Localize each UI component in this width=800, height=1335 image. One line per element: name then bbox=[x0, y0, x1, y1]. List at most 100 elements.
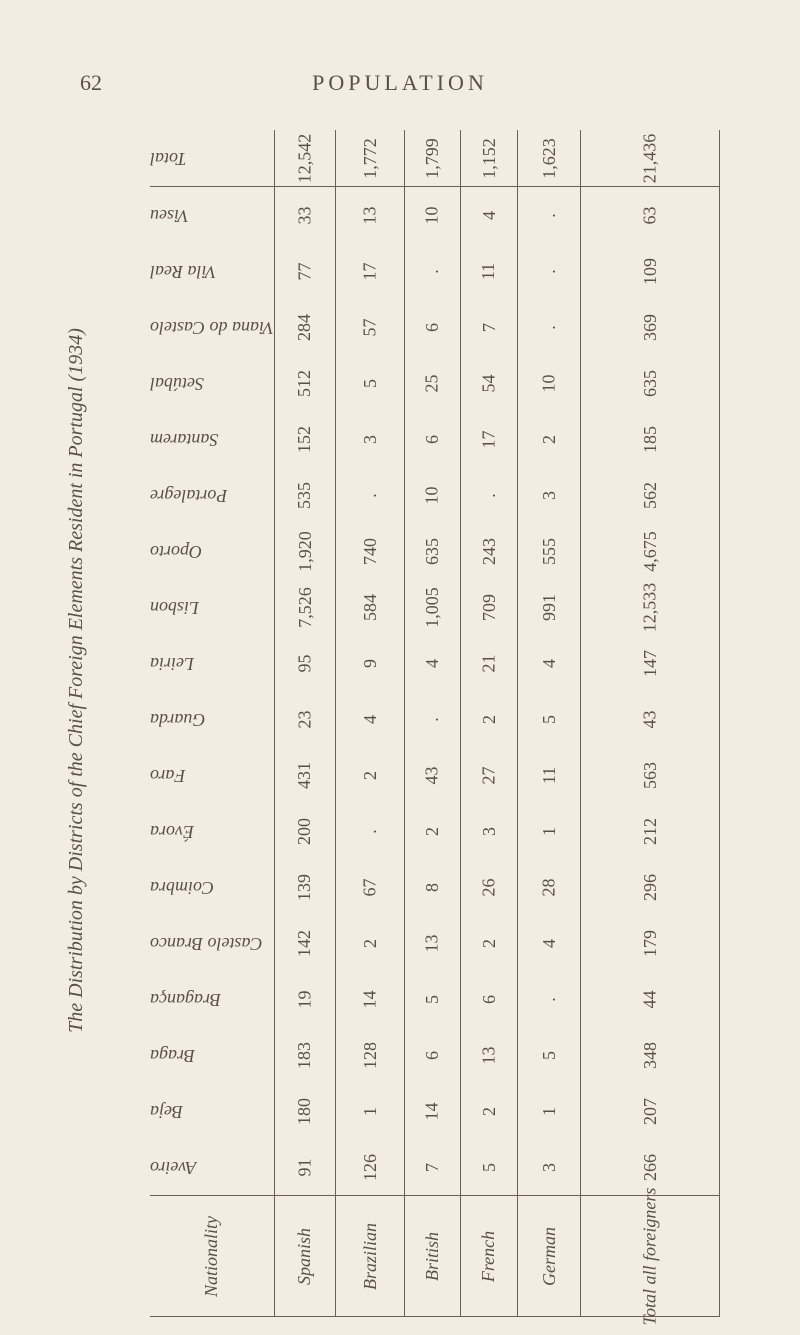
table-cell: 4 bbox=[518, 635, 581, 691]
table-row: Lisbon7,5265841,00570999112,533 bbox=[150, 579, 720, 635]
table-cell: 6 bbox=[405, 1027, 461, 1083]
cell-value: 139 bbox=[294, 874, 315, 901]
cell-value: 2 bbox=[479, 715, 500, 724]
table-cell: 1,005 bbox=[405, 579, 461, 635]
table-cell: 23 bbox=[274, 691, 336, 747]
district-label-text: Castelo Branco bbox=[150, 933, 263, 954]
district-label: Leiria bbox=[150, 635, 274, 691]
table-cell: 7 bbox=[460, 299, 517, 355]
cell-value: 2 bbox=[539, 435, 560, 444]
cell-value: 17 bbox=[479, 430, 500, 448]
table-cell: 109 bbox=[581, 243, 720, 299]
table-cell: 152 bbox=[274, 411, 336, 467]
table-cell: 67 bbox=[336, 859, 405, 915]
district-label: Vila Real bbox=[150, 243, 274, 299]
cell-value: 27 bbox=[479, 766, 500, 784]
table-cell: . bbox=[518, 299, 581, 355]
table-cell: . bbox=[460, 467, 517, 523]
column-header-text: German bbox=[539, 1227, 560, 1286]
cell-value: 535 bbox=[294, 482, 315, 509]
cell-value: 185 bbox=[640, 426, 661, 453]
table-cell: 63 bbox=[581, 187, 720, 244]
cell-value: 584 bbox=[360, 594, 381, 621]
district-label-text: Aveiro bbox=[150, 1157, 196, 1178]
district-label: Guarda bbox=[150, 691, 274, 747]
table-cell: 14 bbox=[405, 1083, 461, 1139]
cell-value: 2 bbox=[360, 939, 381, 948]
cell-value: 10 bbox=[422, 206, 443, 224]
table-cell: 207 bbox=[581, 1083, 720, 1139]
cell-value: 11 bbox=[539, 766, 560, 783]
cell-value: . bbox=[360, 493, 381, 498]
table-cell: 2 bbox=[518, 411, 581, 467]
table-cell: 57 bbox=[336, 299, 405, 355]
cell-value: 709 bbox=[479, 594, 500, 621]
table-row: Aveiro91126753266 bbox=[150, 1139, 720, 1196]
district-label: Évora bbox=[150, 803, 274, 859]
cell-value: 5 bbox=[539, 1051, 560, 1060]
table-cell: 43 bbox=[405, 747, 461, 803]
table-cell: 7 bbox=[405, 1139, 461, 1196]
district-label: Viana do Castelo bbox=[150, 299, 274, 355]
column-header-text: British bbox=[422, 1231, 443, 1280]
district-label-text: Viana do Castelo bbox=[150, 317, 274, 338]
table-cell: 2 bbox=[460, 1083, 517, 1139]
cell-value: . bbox=[479, 493, 500, 498]
column-header: British bbox=[405, 1196, 461, 1317]
table-cell: . bbox=[405, 691, 461, 747]
district-label: Coimbra bbox=[150, 859, 274, 915]
cell-value: 5 bbox=[479, 1163, 500, 1172]
column-header: Brazilian bbox=[336, 1196, 405, 1317]
table-cell: . bbox=[518, 971, 581, 1027]
table-cell: 147 bbox=[581, 635, 720, 691]
district-label-text: Vila Real bbox=[150, 261, 216, 282]
cell-value: 243 bbox=[479, 538, 500, 565]
district-label: Oporto bbox=[150, 523, 274, 579]
cell-value: . bbox=[539, 997, 560, 1002]
table-cell: 348 bbox=[581, 1027, 720, 1083]
cell-value: 1 bbox=[539, 827, 560, 836]
cell-value: 12,533 bbox=[640, 582, 661, 632]
table-row: Beja18011421207 bbox=[150, 1083, 720, 1139]
table-cell: 4,675 bbox=[581, 523, 720, 579]
table-cell: 26 bbox=[460, 859, 517, 915]
cell-value: 152 bbox=[294, 426, 315, 453]
table-cell: 5 bbox=[518, 1027, 581, 1083]
column-header: French bbox=[460, 1196, 517, 1317]
district-label-text: Santarem bbox=[150, 429, 218, 450]
cell-value: 6 bbox=[422, 1051, 443, 1060]
table-row: Guarda234.2543 bbox=[150, 691, 720, 747]
table-cell: 179 bbox=[581, 915, 720, 971]
table-row: Oporto1,9207406352435554,675 bbox=[150, 523, 720, 579]
cell-value: 26 bbox=[479, 878, 500, 896]
cell-value: 8 bbox=[422, 883, 443, 892]
table-cell: . bbox=[405, 243, 461, 299]
cell-value: 3 bbox=[539, 491, 560, 500]
district-label: Faro bbox=[150, 747, 274, 803]
table-cell: 2 bbox=[405, 803, 461, 859]
cell-value: 25 bbox=[422, 374, 443, 392]
district-label-text: Leiria bbox=[150, 653, 194, 674]
cell-value: 284 bbox=[294, 314, 315, 341]
table-cell: 13 bbox=[405, 915, 461, 971]
district-label: Portalegre bbox=[150, 467, 274, 523]
table-cell: . bbox=[336, 803, 405, 859]
total-column-header: Total all foreigners bbox=[581, 1196, 720, 1317]
cell-value: 109 bbox=[640, 258, 661, 285]
cell-value: 57 bbox=[360, 318, 381, 336]
column-header-text: French bbox=[479, 1230, 500, 1281]
table-cell: 991 bbox=[518, 579, 581, 635]
table-cell: 1,772 bbox=[336, 130, 405, 187]
cell-value: 4 bbox=[479, 211, 500, 220]
column-header: Spanish bbox=[274, 1196, 336, 1317]
cell-value: 4 bbox=[539, 659, 560, 668]
cell-value: 369 bbox=[640, 314, 661, 341]
table-cell: 54 bbox=[460, 355, 517, 411]
table-cell: 555 bbox=[518, 523, 581, 579]
district-label-text: Coimbra bbox=[150, 877, 214, 898]
cell-value: 10 bbox=[422, 486, 443, 504]
cell-value: 1 bbox=[539, 1107, 560, 1116]
district-label-text: Viseu bbox=[150, 205, 189, 226]
cell-value: . bbox=[539, 269, 560, 274]
table-cell: 10 bbox=[405, 187, 461, 244]
